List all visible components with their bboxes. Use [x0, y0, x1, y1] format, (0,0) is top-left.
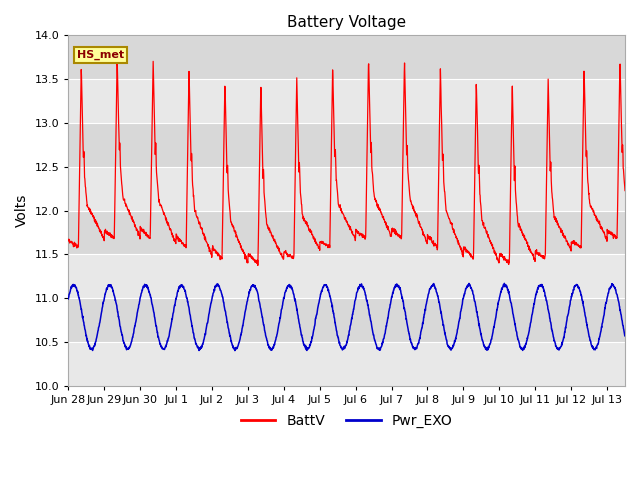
Pwr_EXO: [509, 311, 516, 316]
Line: BattV: BattV: [68, 61, 625, 265]
Pwr_EXO: [363, 298, 371, 303]
Bar: [68, 167, 625, 211]
Bar: [68, 298, 625, 342]
BattV: [509, 108, 516, 114]
Line: Pwr_EXO: Pwr_EXO: [68, 283, 625, 350]
Title: Battery Voltage: Battery Voltage: [287, 15, 406, 30]
BattV: [588, 205, 596, 211]
Bar: [68, 211, 625, 254]
BattV: [149, 59, 157, 64]
BattV: [254, 263, 262, 268]
Pwr_EXO: [231, 348, 239, 353]
Bar: [68, 79, 625, 123]
Text: HS_met: HS_met: [77, 50, 124, 60]
Bar: [68, 36, 625, 79]
Pwr_EXO: [65, 296, 72, 302]
BattV: [376, 205, 383, 211]
BattV: [220, 145, 228, 151]
Pwr_EXO: [621, 333, 629, 339]
BattV: [572, 240, 580, 246]
Pwr_EXO: [375, 347, 383, 352]
Pwr_EXO: [500, 280, 508, 286]
Legend: BattV, Pwr_EXO: BattV, Pwr_EXO: [235, 408, 458, 433]
Bar: [68, 342, 625, 386]
Pwr_EXO: [588, 343, 596, 349]
BattV: [621, 188, 629, 193]
BattV: [364, 145, 371, 151]
Bar: [68, 254, 625, 298]
Y-axis label: Volts: Volts: [15, 194, 29, 228]
BattV: [65, 237, 72, 242]
Bar: [68, 123, 625, 167]
Pwr_EXO: [572, 282, 580, 288]
Pwr_EXO: [220, 300, 227, 305]
